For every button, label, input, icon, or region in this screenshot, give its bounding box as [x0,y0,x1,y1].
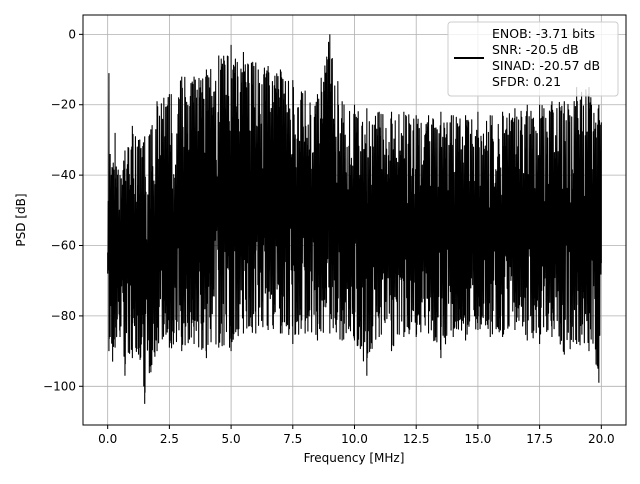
x-tick-label: 15.0 [465,432,492,446]
y-axis-label: PSD [dB] [14,193,28,246]
x-tick-label: 17.5 [526,432,553,446]
y-tick-label: −40 [51,168,76,182]
y-tick-label: −80 [51,309,76,323]
legend-text-line: ENOB: -3.71 bits [492,26,595,41]
x-tick-label: 5.0 [222,432,241,446]
x-axis-ticks: 0.0 2.5 5.0 7.5 10.0 12.5 15.0 17.5 20.0 [98,425,615,446]
legend-box [447,21,619,97]
x-tick-label: 10.0 [341,432,368,446]
x-tick-label: 7.5 [283,432,302,446]
x-tick-label: 20.0 [588,432,615,446]
y-tick-label: −100 [43,379,76,393]
legend-text-line: SFDR: 0.21 [492,74,561,89]
legend-text-line: SNR: -20.5 dB [492,42,579,57]
legend-text-line: SINAD: -20.57 dB [492,58,600,73]
psd-series-line [107,34,602,404]
y-axis-ticks: 0 −20 −40 −60 −80 −100 [43,27,83,393]
y-tick-label: 0 [68,27,76,41]
x-tick-label: 12.5 [403,432,430,446]
y-tick-label: −60 [51,239,76,253]
x-tick-label: 0.0 [98,432,117,446]
y-tick-label: −20 [51,98,76,112]
x-tick-label: 2.5 [160,432,179,446]
psd-trace [107,34,602,404]
x-axis-label: Frequency [MHz] [304,451,405,465]
